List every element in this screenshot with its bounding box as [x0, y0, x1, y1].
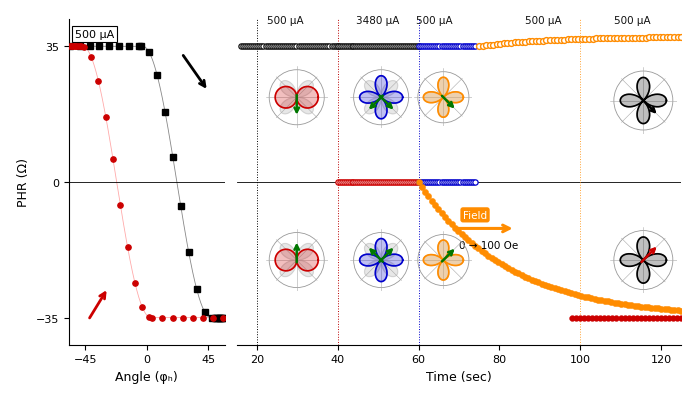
Text: 500 μA: 500 μA: [416, 16, 453, 26]
X-axis label: Time (sec): Time (sec): [426, 370, 492, 383]
Text: Field: Field: [463, 211, 487, 220]
Text: 500 μA: 500 μA: [526, 16, 562, 26]
X-axis label: Angle (φₕ): Angle (φₕ): [116, 370, 178, 383]
Text: 500 μA: 500 μA: [75, 30, 114, 40]
Text: 3480 μA: 3480 μA: [356, 16, 400, 26]
Y-axis label: PHR (Ω): PHR (Ω): [17, 158, 30, 207]
Text: 500 μA: 500 μA: [614, 16, 651, 26]
Text: 500 μA: 500 μA: [267, 16, 303, 26]
Text: 0 → 100 Oe: 0 → 100 Oe: [459, 240, 518, 250]
